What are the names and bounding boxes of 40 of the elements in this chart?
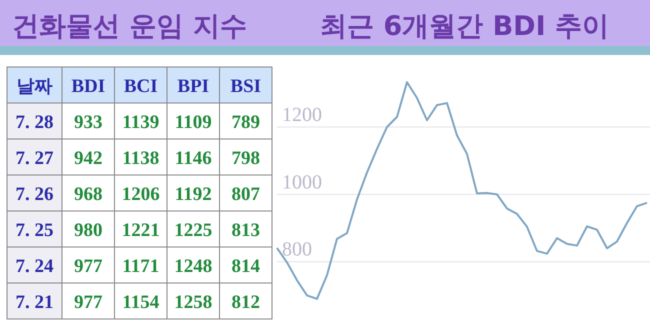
category-label: 7. 24 [16,256,54,277]
y-tick-label: 1200 [282,104,322,126]
category-label: 7. 25 [16,220,54,241]
data-label: 933 [74,112,102,133]
data-label: 1258 [174,292,212,313]
data-label: 1192 [174,184,212,205]
data-label: 1138 [122,148,160,169]
data-label: 1139 [122,112,160,133]
data-label: 814 [232,256,260,277]
data-label: 968 [74,184,102,205]
chart-title: 최근 6개월간 BDI 추이 [320,11,610,42]
data-label: 980 [74,220,102,241]
category-label: 7. 27 [16,148,54,169]
text: 건화물선 운임 지수 [12,11,247,42]
text: BPI [177,76,210,97]
data-label: 1109 [174,112,212,133]
data-label: 1206 [122,184,160,205]
category-label: 7. 21 [16,292,54,313]
data-label: 798 [232,148,260,169]
data-label: 1248 [174,256,212,277]
data-label: 977 [74,292,103,313]
data-label: 807 [232,184,260,205]
data-label: 812 [232,292,260,313]
y-tick-label: 1000 [282,171,322,194]
text: BCI [124,76,158,97]
data-label: 1225 [174,220,212,241]
category-label: 7. 28 [16,112,54,133]
data-label: 789 [232,112,260,133]
data-label: 1146 [174,148,212,169]
y-tick-label: 800 [282,238,312,261]
text: 날짜 [16,76,52,97]
data-label: 977 [74,256,103,277]
data-label: 1154 [122,292,160,313]
category-label: 7. 26 [16,184,54,205]
data-label: 1221 [122,220,160,241]
data-label: 1171 [122,256,160,277]
data-label: 942 [74,148,102,169]
data-label: 813 [232,220,260,241]
text: BSI [230,76,262,97]
series-label: BDI [71,76,106,97]
